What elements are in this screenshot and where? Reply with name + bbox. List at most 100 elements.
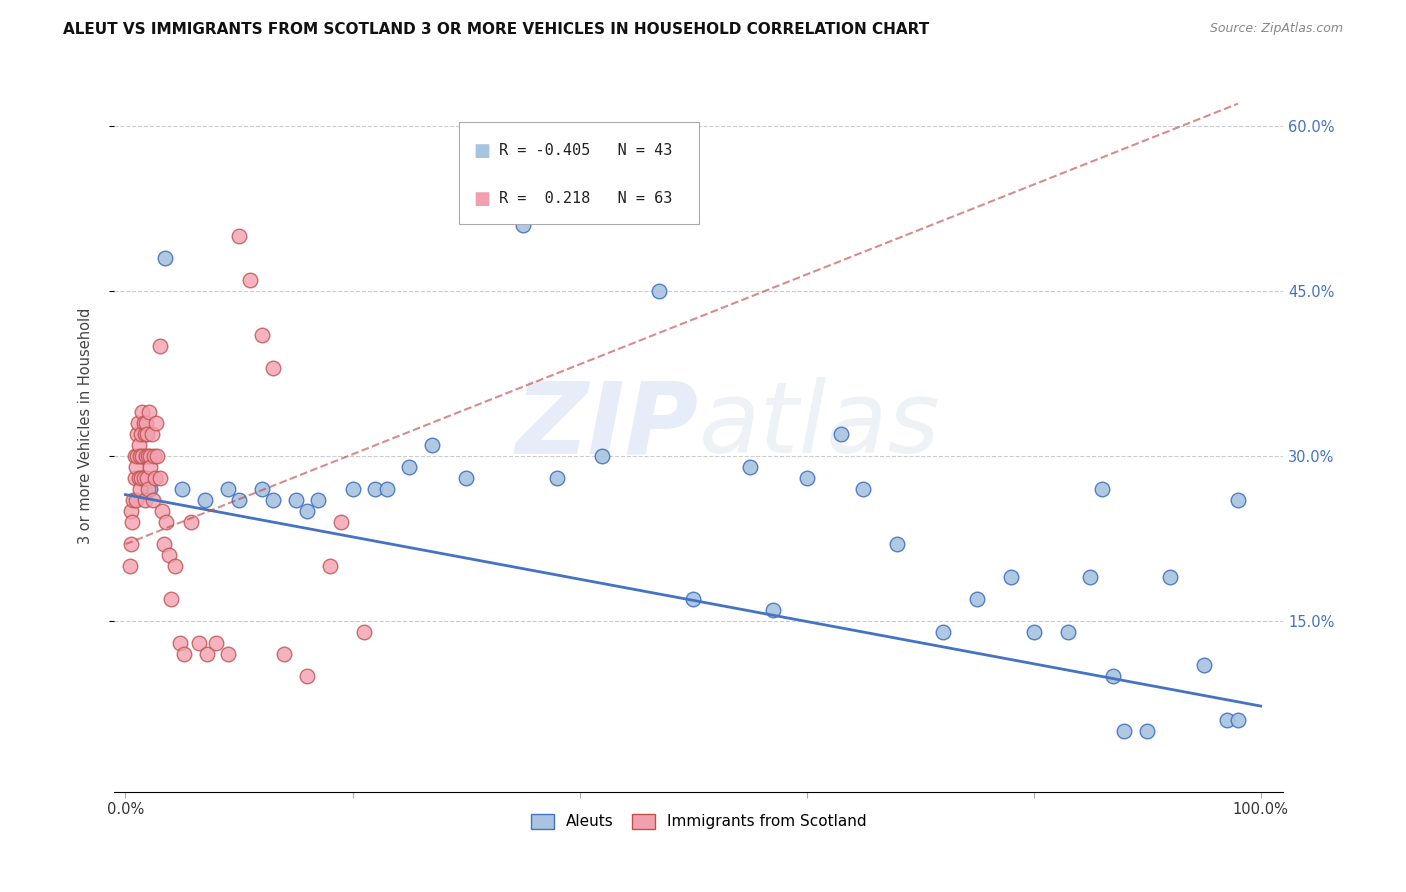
Point [135, 449, 157, 463]
Text: R = -0.405   N = 43: R = -0.405 N = 43 [499, 143, 672, 158]
Point [180, 515, 202, 529]
Point [217, 482, 239, 496]
Point [273, 648, 295, 662]
Point [165, 559, 187, 574]
Text: ZIP: ZIP [516, 377, 699, 475]
Point [155, 515, 177, 529]
Point [217, 648, 239, 662]
Point [205, 636, 228, 650]
Point [120, 537, 142, 551]
Point [228, 228, 250, 243]
Point [136, 471, 159, 485]
Point [131, 427, 153, 442]
Point [1215, 714, 1237, 728]
Point [852, 482, 875, 496]
Point [139, 460, 162, 475]
Point [342, 482, 364, 496]
Point [194, 493, 217, 508]
Point [136, 427, 159, 442]
Point [124, 449, 146, 463]
Point [682, 592, 704, 607]
Point [157, 548, 180, 562]
Text: R =  0.218   N = 63: R = 0.218 N = 63 [499, 191, 672, 206]
Point [250, 327, 273, 342]
Point [142, 493, 165, 508]
Point [262, 493, 284, 508]
Point [148, 471, 170, 485]
Point [1091, 482, 1114, 496]
Text: ■: ■ [472, 190, 491, 208]
Point [796, 471, 818, 485]
Point [125, 449, 148, 463]
Point [127, 416, 149, 430]
Point [1000, 570, 1022, 584]
Point [128, 438, 150, 452]
Point [136, 482, 159, 496]
Point [454, 471, 477, 485]
Point [738, 460, 761, 475]
Point [153, 251, 176, 265]
Point [138, 405, 160, 419]
Point [648, 284, 671, 298]
Point [1022, 625, 1045, 640]
Point [319, 559, 342, 574]
Point [120, 504, 142, 518]
Point [761, 603, 783, 617]
Point [118, 559, 141, 574]
Point [364, 482, 387, 496]
Point [830, 427, 852, 442]
Point [141, 427, 163, 442]
Point [295, 504, 318, 518]
Point [420, 438, 443, 452]
Text: ALEUT VS IMMIGRANTS FROM SCOTLAND 3 OR MORE VEHICLES IN HOUSEHOLD CORRELATION CH: ALEUT VS IMMIGRANTS FROM SCOTLAND 3 OR M… [63, 22, 929, 37]
Point [1080, 570, 1102, 584]
Point [239, 273, 262, 287]
Y-axis label: 3 or more Vehicles in Household: 3 or more Vehicles in Household [79, 308, 93, 544]
Point [172, 482, 194, 496]
Point [546, 471, 568, 485]
Point [131, 471, 153, 485]
Point [136, 449, 159, 463]
Point [139, 482, 162, 496]
Point [228, 493, 250, 508]
Point [129, 482, 152, 496]
Text: atlas: atlas [699, 377, 941, 475]
Point [1227, 493, 1250, 508]
Point [150, 504, 173, 518]
Point [1192, 658, 1215, 673]
Point [132, 471, 155, 485]
Point [143, 471, 166, 485]
Point [1136, 724, 1159, 739]
Point [125, 427, 148, 442]
Point [129, 449, 152, 463]
Point [262, 361, 284, 376]
Point [307, 493, 329, 508]
Legend: Aleuts, Immigrants from Scotland: Aleuts, Immigrants from Scotland [524, 808, 873, 836]
Point [353, 625, 375, 640]
Point [131, 405, 153, 419]
Point [375, 482, 398, 496]
Point [591, 449, 613, 463]
Point [124, 471, 146, 485]
Point [169, 636, 191, 650]
Point [398, 460, 420, 475]
Point [1056, 625, 1078, 640]
Point [135, 416, 157, 430]
Text: ■: ■ [472, 142, 491, 160]
Point [128, 471, 150, 485]
Point [512, 218, 534, 232]
Point [284, 493, 307, 508]
Point [122, 493, 145, 508]
Point [250, 482, 273, 496]
Point [1114, 724, 1136, 739]
Text: Source: ZipAtlas.com: Source: ZipAtlas.com [1209, 22, 1343, 36]
Point [121, 515, 143, 529]
Point [195, 648, 218, 662]
Point [173, 648, 195, 662]
Point [142, 449, 165, 463]
Point [932, 625, 955, 640]
Point [146, 449, 169, 463]
Point [1227, 714, 1250, 728]
Point [139, 449, 162, 463]
Point [160, 592, 183, 607]
